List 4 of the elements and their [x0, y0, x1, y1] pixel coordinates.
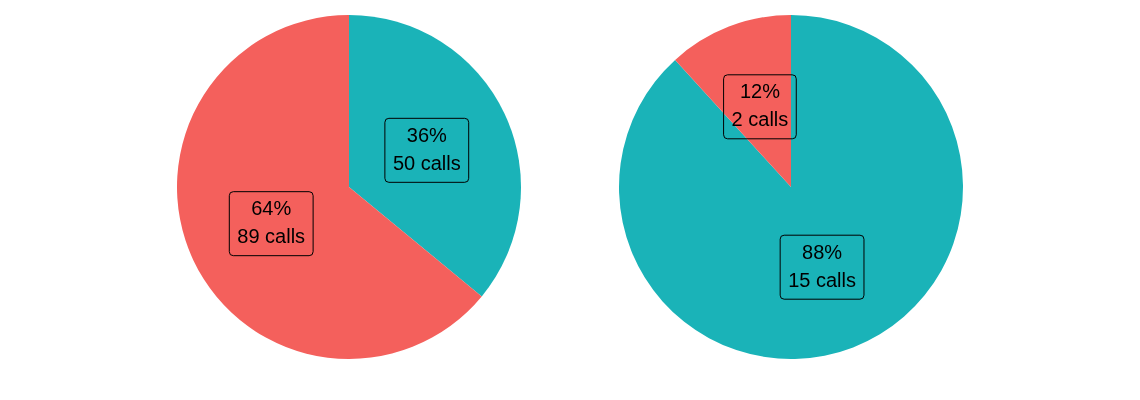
data-label: 88% 15 calls	[788, 240, 856, 291]
data-label: 36% 50 calls	[392, 123, 461, 174]
data-label: 64% 89 calls	[237, 197, 306, 248]
data-label: 12% 2 calls	[731, 80, 789, 131]
